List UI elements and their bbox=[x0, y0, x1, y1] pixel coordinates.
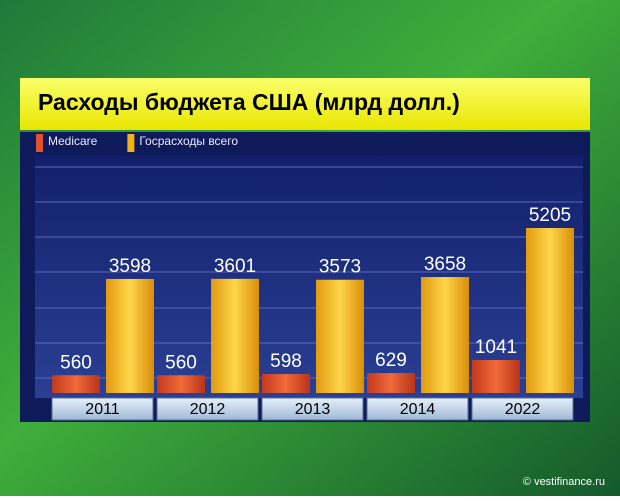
legend-swatch bbox=[127, 134, 135, 152]
value-label: 3658 bbox=[424, 254, 466, 275]
chart-title: Расходы бюджета США (млрд долл.) bbox=[38, 89, 460, 115]
value-label: 560 bbox=[60, 352, 92, 373]
x-tick-label: 2013 bbox=[295, 401, 331, 418]
bar bbox=[52, 375, 100, 393]
x-tick-label: 2011 bbox=[85, 401, 120, 418]
bar bbox=[211, 278, 259, 393]
category-box bbox=[471, 397, 574, 421]
x-tick-label: 2022 bbox=[505, 401, 541, 418]
value-label: 598 bbox=[270, 351, 302, 372]
x-tick-label: 2012 bbox=[190, 401, 226, 418]
value-label: 1041 bbox=[475, 337, 517, 358]
title-band bbox=[20, 78, 590, 130]
category-box bbox=[366, 397, 469, 421]
value-label: 5205 bbox=[529, 205, 571, 226]
bar bbox=[421, 277, 469, 393]
bar bbox=[262, 374, 310, 393]
value-label: 560 bbox=[165, 352, 197, 373]
bar bbox=[316, 279, 364, 393]
value-label: 629 bbox=[375, 350, 407, 371]
category-box bbox=[51, 397, 154, 421]
category-box bbox=[261, 397, 364, 421]
legend-label: Госрасходы всего bbox=[139, 134, 238, 148]
legend-label: Medicare bbox=[48, 134, 98, 148]
value-label: 3601 bbox=[214, 256, 256, 277]
bar bbox=[472, 359, 520, 393]
bar bbox=[526, 227, 574, 393]
bar bbox=[157, 375, 205, 393]
value-label: 3598 bbox=[109, 256, 151, 277]
credit: © vestifinance.ru bbox=[523, 476, 605, 488]
x-tick-label: 2014 bbox=[400, 401, 436, 418]
bar bbox=[106, 278, 154, 393]
value-label: 3573 bbox=[319, 257, 361, 278]
category-box bbox=[156, 397, 259, 421]
bar bbox=[367, 373, 415, 393]
legend-swatch bbox=[36, 134, 43, 152]
